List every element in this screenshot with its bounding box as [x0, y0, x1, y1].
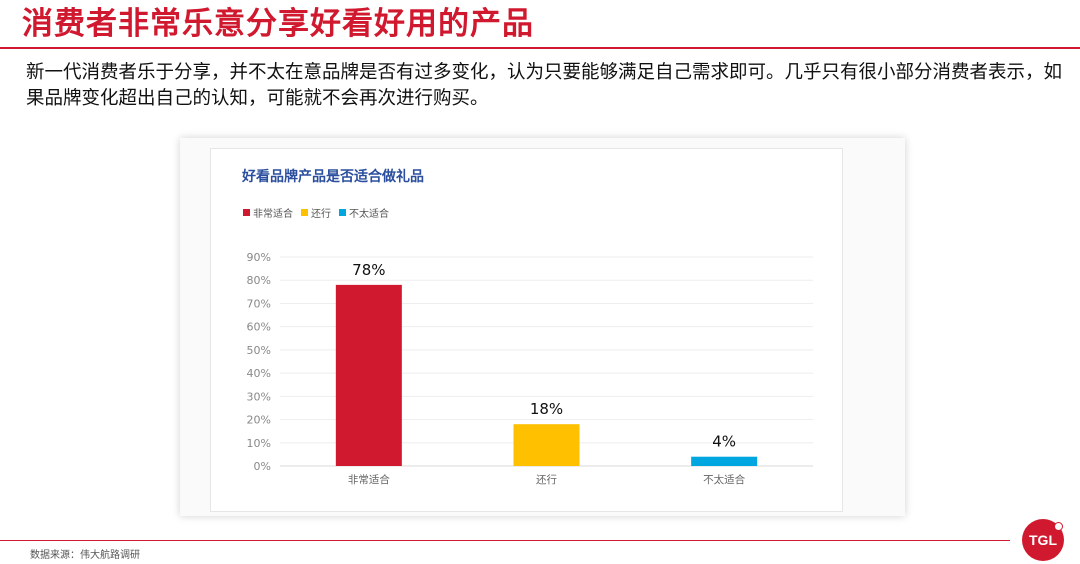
y-tick-label: 10%: [247, 437, 271, 450]
y-tick-label: 90%: [247, 251, 271, 264]
data-label: 78%: [352, 261, 385, 279]
data-label: 4%: [712, 433, 736, 451]
legend-item-very-suitable: 非常适合: [243, 205, 293, 220]
footer-divider: [0, 540, 1010, 541]
page-title: 消费者非常乐意分享好看好用的产品: [22, 6, 534, 42]
legend-label: 非常适合: [253, 209, 293, 220]
y-tick-label: 40%: [247, 367, 271, 380]
y-tick-label: 30%: [247, 390, 271, 403]
y-tick-label: 0%: [254, 460, 271, 473]
chart-title: 好看品牌产品是否适合做礼品: [242, 169, 424, 185]
x-tick-label: 还行: [536, 473, 557, 486]
brand-logo: TGL: [1022, 519, 1064, 561]
chart-legend: 非常适合 还行 不太适合: [243, 205, 389, 220]
logo-dot-icon: [1054, 522, 1063, 531]
legend-swatch: [243, 209, 250, 216]
bar: [513, 424, 580, 466]
y-tick-label: 60%: [247, 321, 271, 334]
data-source-note: 数据来源：伟大航路调研: [30, 550, 140, 561]
legend-label: 不太适合: [349, 209, 389, 220]
y-tick-label: 20%: [247, 414, 271, 427]
y-tick-label: 80%: [247, 274, 271, 287]
title-divider: [0, 47, 1080, 49]
x-tick-label: 非常适合: [348, 473, 390, 486]
data-label: 18%: [530, 400, 563, 418]
y-tick-label: 50%: [247, 344, 271, 357]
y-tick-label: 70%: [247, 297, 271, 310]
legend-swatch: [339, 209, 346, 216]
legend-swatch: [301, 209, 308, 216]
x-tick-label: 不太适合: [703, 473, 745, 486]
legend-label: 还行: [311, 209, 331, 220]
legend-item-not-suitable: 不太适合: [339, 205, 389, 220]
logo-text: TGL: [1029, 532, 1057, 548]
intro-paragraph: 新一代消费者乐于分享，并不太在意品牌是否有过多变化，认为只要能够满足自己需求即可…: [26, 62, 1063, 109]
bar: [691, 456, 758, 466]
legend-item-okay: 还行: [301, 205, 331, 220]
bar: [335, 284, 402, 466]
